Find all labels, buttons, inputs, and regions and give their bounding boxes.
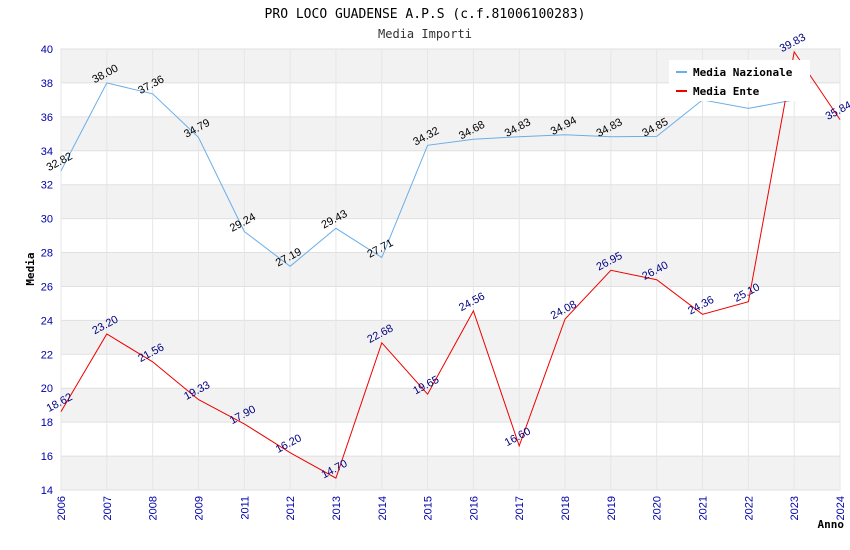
- x-tick-label: 2016: [468, 496, 480, 520]
- y-tick-label: 16: [41, 451, 53, 463]
- x-tick-label: 2017: [514, 496, 526, 520]
- y-axis-ticks: 14 16 18 20 22 24 26 28 30 32 34 36 38 40: [41, 44, 53, 497]
- x-tick-label: 2006: [56, 496, 68, 520]
- x-tick-label: 2012: [285, 496, 297, 520]
- x-tick-label: 2024: [835, 496, 847, 520]
- y-tick-label: 28: [41, 248, 53, 260]
- plot-band: [61, 320, 840, 355]
- plot-band: [61, 184, 840, 219]
- plot-band: [61, 252, 840, 287]
- chart-subtitle: Media Importi: [378, 27, 472, 41]
- plot-band: [61, 354, 840, 389]
- x-tick-label: 2013: [331, 496, 343, 520]
- series-line-ente: [60, 50, 841, 479]
- y-axis-label: Media: [24, 252, 37, 285]
- y-tick-label: 18: [41, 417, 53, 429]
- plot-band: [61, 388, 840, 423]
- x-axis-label: Anno: [818, 518, 845, 531]
- plot-band: [61, 456, 840, 490]
- x-tick-label: 2019: [606, 496, 618, 520]
- x-tick-label: 2015: [423, 496, 435, 520]
- legend: Media Nazionale Media Ente: [669, 60, 810, 101]
- gridlines: [60, 48, 841, 491]
- x-tick-label: 2023: [789, 496, 801, 520]
- y-tick-label: 38: [41, 78, 53, 90]
- x-tick-label: 2020: [652, 496, 664, 520]
- x-tick-label: 2007: [102, 496, 114, 520]
- plot-band: [61, 150, 840, 185]
- chart-title: PRO LOCO GUADENSE A.P.S (c.f.81006100283…: [265, 7, 586, 22]
- y-tick-label: 40: [41, 44, 53, 56]
- x-tick-label: 2011: [239, 496, 251, 520]
- legend-label-ente: Media Ente: [693, 85, 760, 98]
- y-tick-label: 22: [41, 349, 53, 361]
- plot-band: [61, 218, 840, 253]
- y-tick-label: 30: [41, 214, 53, 226]
- x-tick-label: 2014: [377, 496, 389, 520]
- plot-band: [61, 422, 840, 457]
- x-tick-label: 2008: [148, 496, 160, 520]
- plot-band: [61, 116, 840, 151]
- legend-box: [669, 60, 810, 101]
- legend-label-nazionale: Media Nazionale: [693, 66, 793, 79]
- x-tick-label: 2021: [698, 496, 710, 520]
- y-tick-label: 36: [41, 112, 53, 124]
- plot-background-bands: [61, 49, 840, 490]
- y-tick-label: 26: [41, 281, 53, 293]
- series-line-nazionale: [60, 82, 795, 267]
- y-tick-label: 20: [41, 383, 53, 395]
- x-tick-label: 2018: [560, 496, 572, 520]
- plot-band: [61, 286, 840, 321]
- y-tick-label: 34: [41, 146, 53, 158]
- y-tick-label: 14: [41, 485, 53, 497]
- y-tick-label: 32: [41, 180, 53, 192]
- x-tick-label: 2022: [743, 496, 755, 520]
- x-axis-ticks: 2006 2007 2008 2009 2011 2012 2013 2014 2015 2016…: [56, 496, 847, 520]
- x-tick-label: 2009: [193, 496, 205, 520]
- series-layer: [60, 50, 841, 479]
- y-tick-label: 24: [41, 315, 53, 327]
